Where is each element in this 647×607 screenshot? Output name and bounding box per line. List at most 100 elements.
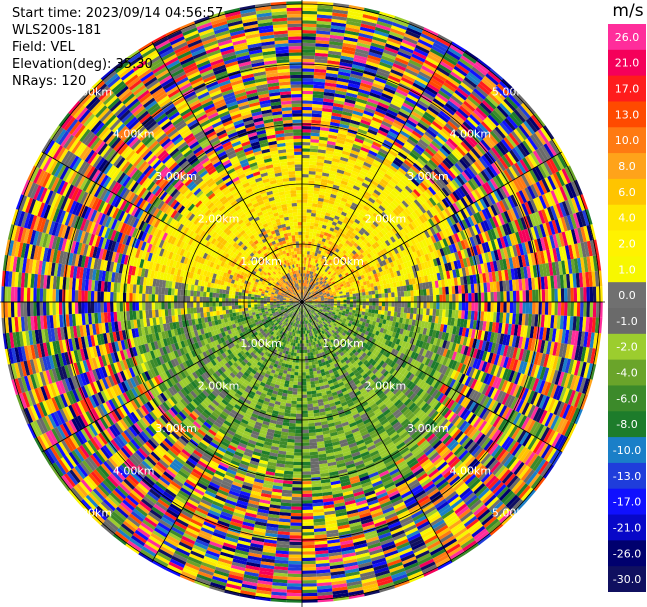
velocity-gate <box>374 26 390 35</box>
velocity-gate <box>348 242 354 248</box>
velocity-gate <box>363 137 374 145</box>
velocity-gate <box>320 120 331 125</box>
velocity-gate <box>302 292 303 296</box>
velocity-gate <box>394 57 409 66</box>
velocity-gate <box>386 133 397 142</box>
velocity-gate <box>548 288 552 302</box>
velocity-gate <box>302 193 308 197</box>
velocity-gate <box>353 54 368 61</box>
velocity-gate <box>426 302 430 309</box>
velocity-gate <box>310 145 319 150</box>
velocity-gate <box>308 274 311 278</box>
velocity-gate <box>315 171 323 176</box>
velocity-gate <box>317 200 324 205</box>
velocity-gate <box>394 292 398 298</box>
velocity-gate <box>461 293 466 302</box>
velocity-gate <box>475 61 490 74</box>
velocity-gate <box>369 302 373 306</box>
velocity-gate <box>313 78 326 83</box>
velocity-gate <box>417 38 433 49</box>
velocity-gate <box>383 49 398 57</box>
velocity-gate <box>316 270 320 275</box>
velocity-gate <box>354 207 362 214</box>
velocity-gate <box>375 198 383 205</box>
velocity-gate <box>302 135 311 139</box>
velocity-gate <box>361 76 375 83</box>
velocity-gate <box>423 27 439 37</box>
velocity-gate <box>315 236 320 241</box>
velocity-gate <box>397 85 410 94</box>
velocity-gate <box>353 302 357 305</box>
velocity-gate <box>311 238 316 243</box>
velocity-gate <box>343 101 355 108</box>
velocity-gate <box>303 289 305 293</box>
velocity-gate <box>344 141 354 147</box>
velocity-gate <box>313 255 317 260</box>
velocity-gate <box>519 302 523 314</box>
velocity-gate <box>329 41 343 46</box>
velocity-gate <box>345 165 354 171</box>
velocity-gate <box>321 175 329 180</box>
velocity-gate <box>596 286 600 302</box>
velocity-gate <box>315 256 320 261</box>
velocity-gate <box>428 126 439 136</box>
velocity-gate <box>318 223 323 228</box>
velocity-gate <box>350 239 356 245</box>
velocity-gate <box>378 64 392 72</box>
velocity-gate <box>324 239 330 244</box>
velocity-gate <box>305 263 308 268</box>
velocity-gate <box>375 23 391 32</box>
velocity-gate <box>318 146 327 151</box>
velocity-gate <box>374 210 382 217</box>
velocity-gate <box>404 302 408 308</box>
velocity-gate <box>557 302 562 316</box>
velocity-gate <box>401 302 405 308</box>
velocity-gate <box>434 95 447 106</box>
velocity-gate <box>337 166 346 172</box>
velocity-gate <box>411 149 421 158</box>
velocity-gate <box>311 268 315 273</box>
velocity-gate <box>352 293 357 297</box>
velocity-gate <box>318 220 324 225</box>
velocity-gate <box>313 276 317 280</box>
velocity-gate <box>378 293 382 298</box>
velocity-gate <box>351 146 361 153</box>
velocity-gate <box>370 89 383 96</box>
velocity-gate <box>429 288 433 296</box>
velocity-gate <box>319 272 323 277</box>
velocity-gate <box>382 175 391 183</box>
velocity-gate <box>322 259 326 264</box>
velocity-gate <box>304 260 307 264</box>
velocity-gate <box>378 98 391 107</box>
velocity-gate <box>357 39 372 46</box>
velocity-gate <box>349 234 355 240</box>
velocity-gate <box>365 298 370 302</box>
velocity-gate <box>411 85 424 95</box>
velocity-gate <box>413 79 427 89</box>
velocity-gate <box>356 299 360 302</box>
velocity-gate <box>439 87 453 98</box>
velocity-gate <box>341 49 356 55</box>
velocity-gate <box>385 112 397 120</box>
velocity-gate <box>330 28 346 34</box>
velocity-gate <box>313 193 319 198</box>
velocity-gate <box>308 284 311 288</box>
velocity-gate <box>305 279 307 284</box>
velocity-gate <box>573 287 578 302</box>
velocity-gate <box>348 79 361 86</box>
velocity-gate <box>305 294 308 297</box>
velocity-gate <box>368 168 378 175</box>
velocity-gate <box>462 52 477 64</box>
velocity-gate <box>392 63 407 72</box>
velocity-gate <box>324 192 331 197</box>
velocity-gate <box>398 133 409 141</box>
velocity-gate <box>359 210 366 217</box>
velocity-gate <box>330 234 336 240</box>
velocity-gate <box>377 310 382 315</box>
velocity-gate <box>315 43 330 48</box>
velocity-gate <box>312 251 316 256</box>
velocity-gate <box>454 89 468 101</box>
velocity-gate <box>356 176 365 183</box>
velocity-gate <box>355 193 363 200</box>
velocity-gate <box>400 307 405 313</box>
